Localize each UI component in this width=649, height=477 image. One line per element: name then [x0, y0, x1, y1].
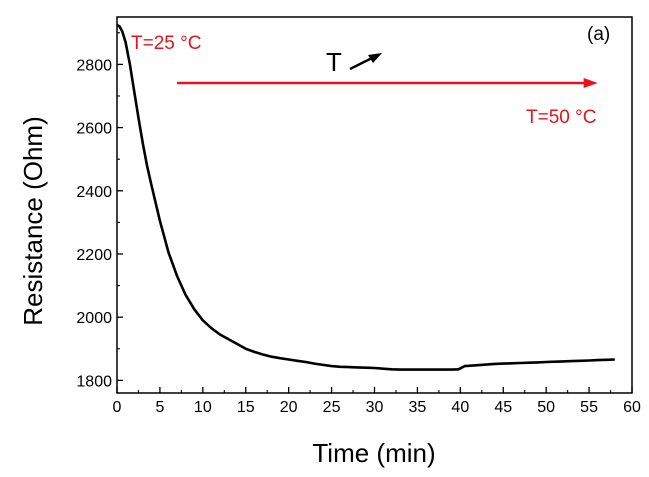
- x-tick-label: 15: [237, 399, 255, 416]
- x-axis-ticks: 0 5 10 15 20 25 30 35 40 45 50 55 60: [113, 387, 641, 416]
- y-tick-label: 2000: [76, 310, 112, 327]
- y-tick-label: 2200: [76, 247, 112, 264]
- y-axis-ticks: 1800 2000 2200 2400 2600 2800: [76, 32, 123, 390]
- increase-arrow-shaft: [349, 55, 375, 71]
- x-tick-label: 60: [623, 399, 641, 416]
- x-tick-label: 40: [451, 399, 469, 416]
- x-tick-label: 30: [366, 399, 384, 416]
- increase-arrowhead: [368, 53, 382, 63]
- x-tick-label: 25: [323, 399, 341, 416]
- y-axis-title: Resistance (Ohm): [18, 116, 48, 326]
- x-tick-label: 10: [194, 399, 212, 416]
- x-tick-label: 55: [580, 399, 598, 416]
- temperature-trend-label: T: [326, 47, 342, 77]
- y-tick-label: 2600: [76, 121, 112, 138]
- x-tick-label: 50: [537, 399, 555, 416]
- x-tick-label: 0: [113, 399, 122, 416]
- x-tick-label: 5: [155, 399, 164, 416]
- x-axis-title: Time (min): [312, 438, 435, 468]
- plot-frame: [116, 16, 633, 394]
- start-temperature-label: T=25 °C: [131, 33, 201, 54]
- x-tick-label: 45: [494, 399, 512, 416]
- y-tick-label: 2400: [76, 184, 112, 201]
- x-tick-label: 20: [280, 399, 298, 416]
- panel-label: (a): [587, 24, 610, 45]
- end-temperature-label: T=50 °C: [526, 107, 596, 128]
- resistance-series-line: [116, 23, 615, 371]
- y-tick-label: 2800: [76, 57, 112, 74]
- temperature-ramp-arrowhead: [583, 78, 598, 88]
- x-tick-label: 35: [409, 399, 427, 416]
- y-tick-label: 1800: [76, 373, 112, 390]
